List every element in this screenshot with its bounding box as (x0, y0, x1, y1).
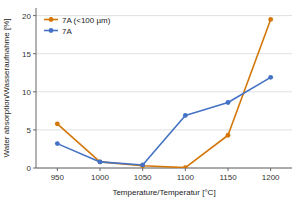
data-point (140, 163, 145, 168)
y-tick-label: 10 (22, 88, 31, 97)
data-point (226, 100, 231, 105)
y-tick-label: 5 (27, 126, 32, 135)
y-tick-label: 15 (22, 50, 31, 59)
legend: 7A (<100 µm) 7A (44, 16, 111, 36)
data-point (268, 17, 273, 22)
y-axis-line (36, 8, 37, 168)
x-axis-label: Temperature/Temperatur [°C] (112, 188, 215, 197)
x-axis-line (36, 168, 292, 169)
data-point (183, 165, 188, 168)
data-point (55, 121, 60, 126)
series-line (57, 77, 270, 165)
grid-line (36, 129, 292, 130)
data-point (98, 160, 103, 165)
x-tick-label: 1150 (219, 173, 237, 182)
plot-area (55, 17, 273, 168)
x-tick-label: 1100 (177, 173, 195, 182)
legend-marker (49, 28, 54, 33)
x-tick-label: 1050 (134, 173, 152, 182)
y-axis-label: Water absorption/Wasseraufnahme [%] (2, 18, 11, 157)
series-line (57, 19, 270, 167)
x-tick-label: 1000 (91, 173, 109, 182)
x-tick-label: 950 (51, 173, 65, 182)
grid-line (36, 53, 292, 54)
data-point (268, 75, 273, 80)
data-point (55, 141, 60, 146)
chart: 0 5 10 15 20 950 1000 1050 1100 1150 1200 Temperatu… (0, 0, 300, 200)
data-point (140, 163, 145, 168)
x-tick-label: 1200 (262, 173, 280, 182)
legend-label: 7A (62, 27, 72, 36)
data-point (183, 113, 188, 118)
y-tick-label: 20 (22, 12, 31, 21)
grid-line (36, 168, 292, 169)
legend-marker (49, 17, 54, 22)
data-point (226, 133, 231, 138)
y-tick-label: 0 (27, 164, 32, 173)
legend-label: 7A (<100 µm) (62, 16, 111, 25)
chart-container: 0 5 10 15 20 950 1000 1050 1100 1150 1200 Temperatu… (0, 0, 300, 200)
grid-line (36, 91, 292, 92)
data-point (98, 160, 103, 165)
